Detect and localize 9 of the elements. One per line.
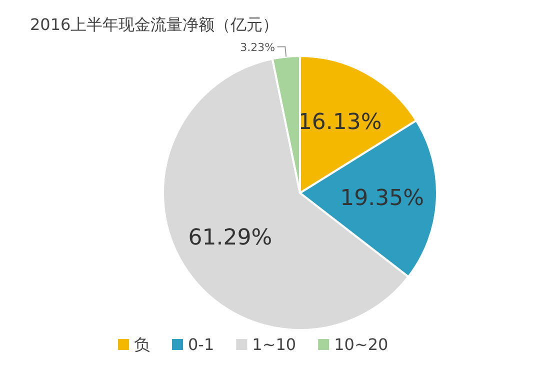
chart-title: 2016上半年现金流量净额（亿元）	[30, 15, 279, 34]
legend-label: 10~20	[334, 335, 388, 354]
data-label: 19.35%	[340, 186, 424, 212]
legend-label: 负	[134, 335, 150, 354]
legend-label: 0-1	[188, 335, 214, 354]
data-label: 16.13%	[298, 110, 382, 136]
legend-label: 1~10	[252, 335, 296, 354]
data-label: 61.29%	[188, 226, 272, 250]
data-label: 3.23%	[240, 40, 276, 54]
